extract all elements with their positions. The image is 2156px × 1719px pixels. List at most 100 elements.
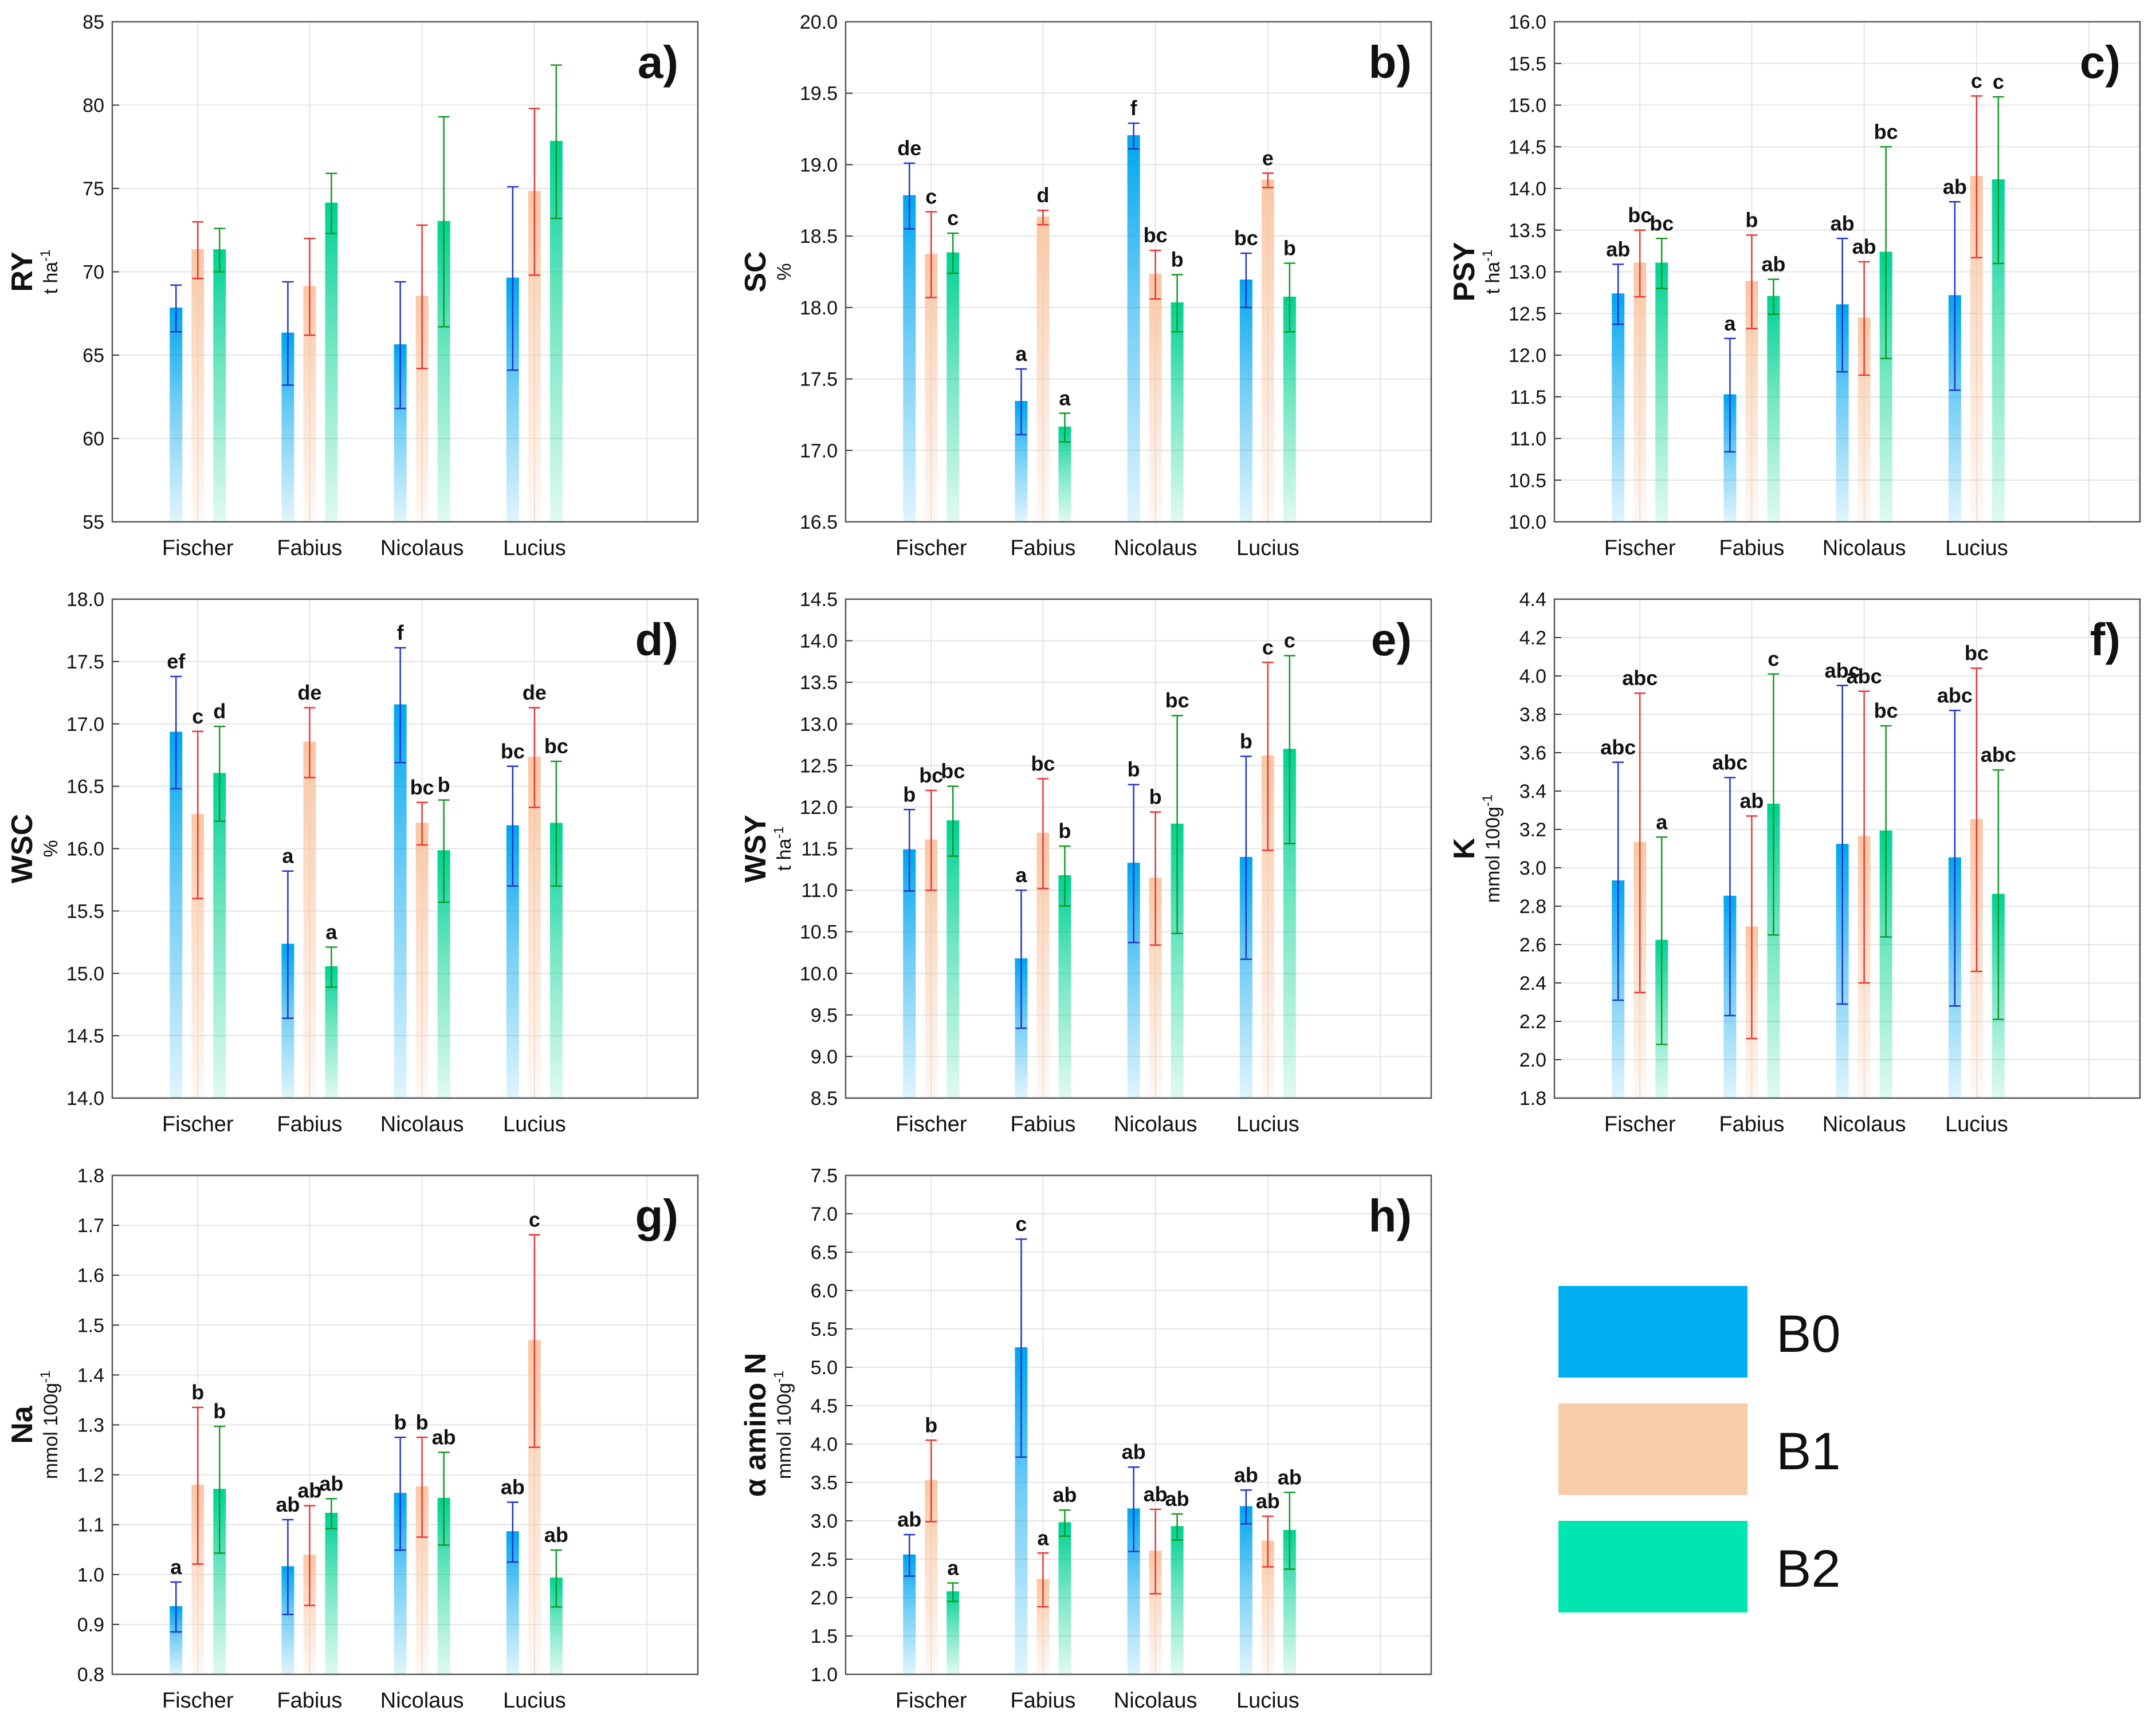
chart-panel-c: 10.0 10.5 11.0 11.5 12.0 12.5 13.0 13.5 14.0 14.5… — [1448, 11, 2141, 560]
y-tick-label: 10.5 — [1509, 470, 1546, 491]
significance-letter: f — [1130, 96, 1138, 120]
x-tick-label: Fabius — [1010, 1112, 1075, 1136]
bar-b2-lucius — [549, 1578, 563, 1674]
x-tick-label: Fabius — [1719, 1112, 1784, 1136]
significance-letter: b — [903, 782, 916, 806]
y-tick-label: 18.0 — [800, 297, 838, 319]
bar-b1-fabius — [1036, 833, 1050, 1098]
y-tick-label: 16.0 — [1509, 11, 1546, 33]
bar-b0-fischer — [170, 732, 183, 1098]
significance-letter: bc — [1650, 211, 1674, 235]
y-tick-label: 7.5 — [811, 1165, 838, 1187]
bar-b2-nicolaus — [1879, 253, 1892, 522]
y-axis-label: K — [1448, 837, 1481, 859]
bar-b1-fischer — [925, 1481, 938, 1674]
significance-letter: de — [523, 680, 547, 704]
significance-letter: a — [1037, 1526, 1049, 1549]
significance-letter: b — [1058, 819, 1071, 843]
x-tick-label: Nicolaus — [1114, 1112, 1197, 1136]
significance-letter: ab — [1278, 1465, 1302, 1489]
plot-frame — [111, 598, 699, 1099]
legend-swatch-b2 — [1558, 1521, 1747, 1612]
y-axis-label: SC — [739, 251, 772, 292]
significance-letter: ab — [1256, 1489, 1280, 1513]
bar-b0-nicolaus — [1836, 305, 1849, 522]
significance-letter: b — [1240, 729, 1252, 753]
significance-letter: de — [297, 680, 321, 704]
bar-b2-fabius — [325, 1513, 338, 1674]
y-tick-label: 4.0 — [1519, 666, 1546, 687]
y-axis-unit: % — [773, 263, 795, 280]
significance-letter: bc — [1965, 642, 1989, 665]
y-tick-label: 10.5 — [800, 922, 838, 943]
significance-letter: ab — [276, 1493, 300, 1516]
x-tick-label: Nicolaus — [1114, 1689, 1197, 1713]
x-tick-label: Fischer — [896, 536, 967, 560]
bar-b1-lucius — [528, 1341, 541, 1674]
y-tick-label: 4.5 — [811, 1395, 838, 1417]
significance-letter: ef — [167, 650, 186, 673]
significance-letter: a — [1015, 342, 1027, 365]
significance-letter: b — [416, 1410, 429, 1434]
significance-letter: d — [1036, 183, 1049, 207]
significance-letter: c — [1015, 1212, 1027, 1236]
bar-b0-fischer — [903, 196, 916, 522]
bar-b0-fischer — [170, 308, 183, 522]
significance-letter: b — [1171, 247, 1184, 271]
y-tick-label: 14.5 — [1509, 136, 1546, 158]
y-tick-label: 3.0 — [811, 1510, 838, 1532]
significance-letter: bc — [544, 734, 568, 758]
y-tick-label: 10.0 — [1509, 512, 1546, 533]
x-tick-label: Fischer — [896, 1689, 967, 1713]
bar-b2-nicolaus — [1171, 303, 1184, 522]
plot-frame — [845, 1174, 1432, 1675]
significance-letter: abc — [1981, 743, 2016, 766]
significance-letter: c — [947, 206, 959, 230]
y-tick-label: 18.0 — [66, 589, 104, 611]
y-tick-label: 1.5 — [811, 1626, 838, 1647]
significance-letter: bc — [1628, 203, 1652, 227]
significance-letter: a — [282, 844, 294, 868]
y-tick-label: 2.2 — [1519, 1011, 1546, 1033]
significance-letter: c — [529, 1208, 540, 1232]
y-tick-label: 2.6 — [1519, 934, 1546, 956]
bar-b1-fischer — [925, 254, 938, 522]
significance-letter: a — [1059, 386, 1071, 410]
y-tick-label: 11.5 — [801, 839, 838, 860]
y-tick-label: 19.0 — [800, 154, 838, 176]
y-tick-label: 1.3 — [77, 1415, 104, 1437]
panel-label: f) — [2090, 614, 2120, 665]
bar-b1-fischer — [925, 840, 938, 1098]
y-tick-label: 1.8 — [77, 1165, 104, 1187]
bar-b1-fischer — [191, 1485, 205, 1674]
panel-label: g) — [635, 1190, 678, 1241]
bar-b2-fabius — [1767, 804, 1780, 1098]
y-tick-label: 11.0 — [801, 880, 838, 902]
bar-b1-fischer — [191, 250, 205, 522]
bar-b2-fischer — [213, 1489, 226, 1674]
significance-letter: c — [1284, 629, 1295, 652]
bar-b0-fabius — [281, 945, 294, 1098]
legend-swatch-b0 — [1558, 1286, 1747, 1378]
x-tick-label: Fischer — [162, 1112, 234, 1136]
y-tick-label: 2.5 — [811, 1549, 838, 1571]
y-tick-label: 12.0 — [800, 797, 838, 819]
significance-letter: a — [170, 1555, 182, 1579]
y-axis-label: PSY — [1448, 242, 1481, 301]
significance-letter: c — [1971, 69, 1982, 92]
y-tick-label: 13.5 — [800, 672, 838, 694]
bar-b2-nicolaus — [437, 851, 450, 1098]
chart-panel-f: 1.8 2.0 2.2 2.4 2.6 2.8 3.0 3.2 3.4 3.6 3.8 4.0 4.2 4… — [1448, 589, 2141, 1136]
y-tick-label: 3.6 — [1519, 742, 1546, 764]
y-axis-label: WSC — [6, 814, 39, 883]
y-tick-label: 2.0 — [1519, 1049, 1546, 1071]
bar-b2-fabius — [1767, 297, 1780, 522]
legend-label-b0: B0 — [1776, 1305, 1841, 1363]
bar-b0-nicolaus — [394, 705, 407, 1098]
significance-letter: bc — [1234, 226, 1258, 250]
significance-letter: c — [1262, 635, 1274, 659]
x-tick-label: Fischer — [1604, 536, 1676, 560]
y-tick-label: 6.0 — [811, 1280, 838, 1302]
